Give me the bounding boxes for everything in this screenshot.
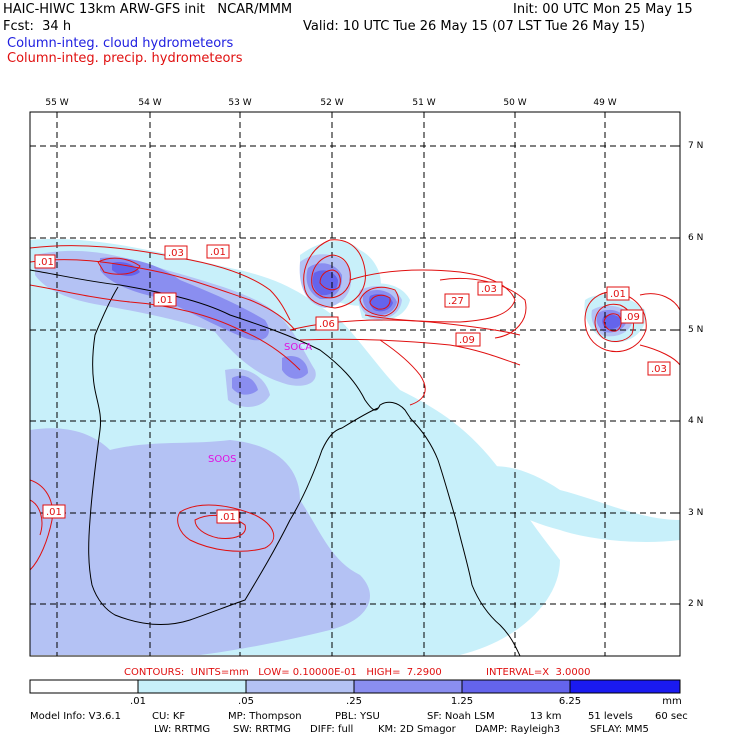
svg-text:.03: .03 xyxy=(651,364,667,375)
contour-label-box: .01 xyxy=(216,509,240,524)
model-info-levels: 51 levels xyxy=(588,711,633,722)
lon-label: 50 W xyxy=(503,98,527,108)
contour-label-box: .03 xyxy=(477,281,503,296)
model-info-lw: LW: RRTMG xyxy=(154,724,211,735)
lon-label: 52 W xyxy=(320,98,344,108)
model-info-dt: 60 sec xyxy=(655,711,688,722)
lat-lon-grid xyxy=(30,112,680,656)
map-frame xyxy=(29,111,681,657)
frame-ticks xyxy=(56,112,680,605)
model-info-mp: MP: Thompson xyxy=(228,711,302,722)
lon-label: 54 W xyxy=(138,98,162,108)
svg-text:.27: .27 xyxy=(448,296,464,307)
colorbar-label: .25 xyxy=(346,696,362,707)
model-info-sw: SW: RRTMG xyxy=(233,724,291,735)
contour-label-box: .09 xyxy=(620,309,644,324)
plot-title: HAIC-HIWC 13km ARW-GFS init NCAR/MMM xyxy=(3,2,293,17)
svg-text:.06: .06 xyxy=(319,319,335,330)
model-info-res: 13 km xyxy=(530,711,562,722)
contour-label-box: .01 xyxy=(153,292,177,307)
init-time: Init: 00 UTC Mon 25 May 15 xyxy=(513,2,693,17)
svg-text:.09: .09 xyxy=(624,312,640,323)
contour-interval: INTERVAL=X 3.0000 xyxy=(486,667,591,678)
contour-label-box: .06 xyxy=(315,316,339,331)
colorbar xyxy=(29,679,681,694)
contour-label-box: .27 xyxy=(444,293,470,308)
lon-label: 49 W xyxy=(593,98,617,108)
svg-text:.01: .01 xyxy=(210,247,226,258)
lat-label: 3 N xyxy=(688,508,704,518)
model-info-damp: DAMP: Rayleigh3 xyxy=(475,724,561,735)
svg-text:.01: .01 xyxy=(46,507,62,518)
colorbar-label: .01 xyxy=(130,696,146,707)
contour-label-box: .01 xyxy=(606,286,630,301)
contour-label-box: .01 xyxy=(34,254,56,269)
lat-label: 6 N xyxy=(688,233,704,243)
colorbar-unit: mm xyxy=(662,696,682,707)
contour-label-box: .01 xyxy=(206,244,230,259)
contour-labels: .01 .03 .01 .01 .27 .03 .06 .09 .01 .09 … xyxy=(34,244,671,524)
lat-label: 4 N xyxy=(688,416,704,426)
station-label: SOCA xyxy=(284,342,312,353)
valid-time: Valid: 10 UTC Tue 26 May 15 (07 LST Tue … xyxy=(303,19,646,34)
svg-text:.01: .01 xyxy=(157,295,173,306)
model-info: Model Info: V3.6.1 xyxy=(30,711,121,722)
contour-label-box: .03 xyxy=(164,245,188,260)
svg-text:.01: .01 xyxy=(38,257,54,268)
colorbar-label: 6.25 xyxy=(558,696,582,707)
lat-label: 2 N xyxy=(688,599,704,609)
legend-cloud-hydrometeors: Column-integ. cloud hydrometeors xyxy=(7,36,234,51)
contour-label-box: .01 xyxy=(42,504,66,519)
model-info-diff: DIFF: full xyxy=(310,724,354,735)
lat-label: 7 N xyxy=(688,141,704,151)
contour-label-box: .03 xyxy=(647,361,671,376)
lat-label: 5 N xyxy=(688,325,704,335)
model-info-sf: SF: Noah LSM xyxy=(427,711,495,722)
legend-precip-hydrometeors: Column-integ. precip. hydrometeors xyxy=(7,51,243,66)
svg-text:.03: .03 xyxy=(481,284,497,295)
model-info-pbl: PBL: YSU xyxy=(335,711,380,722)
colorbar-label: 1.25 xyxy=(450,696,474,707)
forecast-hour: Fcst: 34 h xyxy=(3,19,72,34)
model-info-cu: CU: KF xyxy=(152,711,186,722)
lon-label: 51 W xyxy=(412,98,436,108)
colorbar-label: .05 xyxy=(238,696,254,707)
model-info-km: KM: 2D Smagor xyxy=(378,724,456,735)
hydrometeor-shading xyxy=(30,239,680,655)
precip-contours xyxy=(30,239,680,571)
svg-text:.01: .01 xyxy=(220,512,236,523)
contour-label-box: .09 xyxy=(455,332,481,347)
coastline xyxy=(30,269,521,656)
contour-info: CONTOURS: UNITS=mm LOW= 0.10000E-01 HIGH… xyxy=(124,667,442,678)
svg-text:.03: .03 xyxy=(168,248,184,259)
station-label: SOOS xyxy=(208,454,236,465)
svg-text:.01: .01 xyxy=(610,289,626,300)
lon-label: 53 W xyxy=(228,98,252,108)
model-info-sflay: SFLAY: MM5 xyxy=(590,724,649,735)
lon-label: 55 W xyxy=(45,98,69,108)
svg-text:.09: .09 xyxy=(459,335,475,346)
